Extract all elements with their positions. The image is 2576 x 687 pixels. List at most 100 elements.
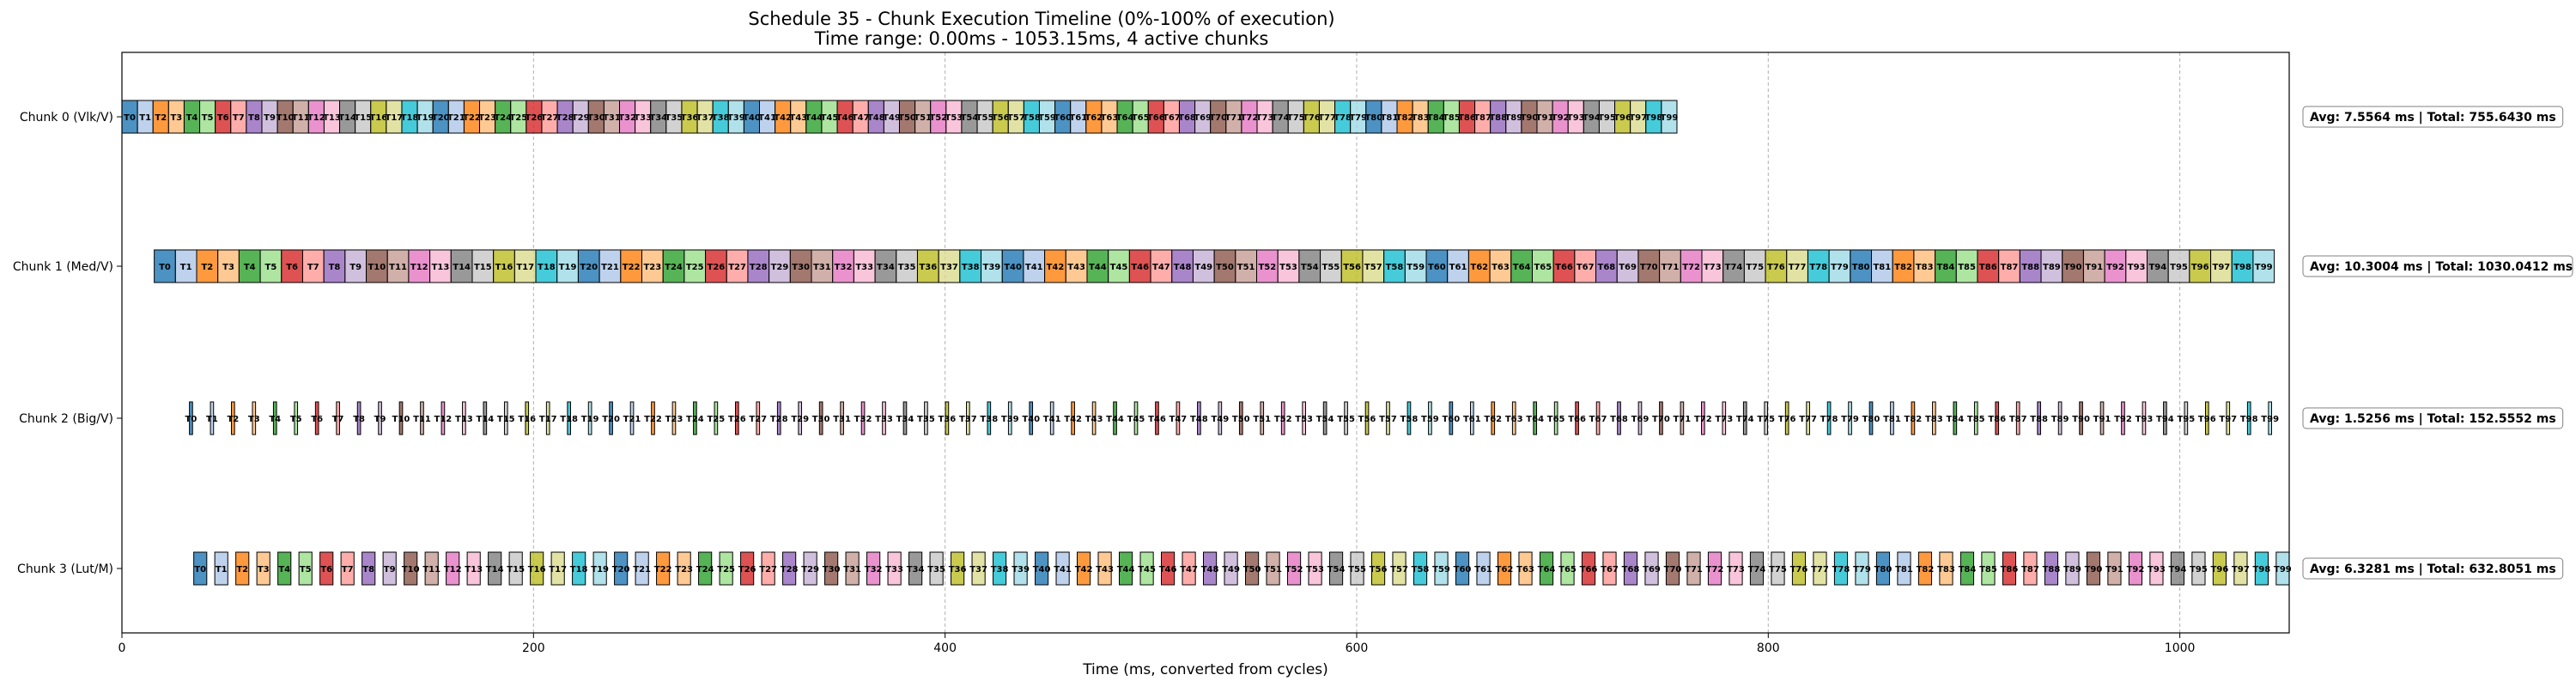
task-bar	[587, 401, 592, 435]
task-label: T33	[855, 263, 873, 272]
task-label: T60	[1054, 113, 1072, 123]
task-label: T39	[1001, 415, 1019, 424]
task-label: T20	[432, 113, 450, 123]
task-label: T73	[1256, 113, 1274, 123]
task-bar	[378, 401, 382, 435]
task-bar	[1049, 401, 1054, 435]
task-label: T56	[1370, 565, 1388, 575]
task-label: T4	[186, 113, 198, 123]
task-label: T14	[476, 415, 494, 424]
task-label: T89	[2063, 565, 2081, 575]
task-label: T67	[1601, 565, 1619, 575]
task-label: T7	[332, 415, 344, 424]
task-bar	[1722, 249, 1745, 283]
task-label: T2	[236, 565, 248, 575]
task-label: T62	[1496, 565, 1514, 575]
task-label: T43	[1085, 415, 1103, 424]
task-label: T98	[2240, 415, 2258, 424]
task-bar	[1616, 249, 1639, 283]
task-label: T28	[781, 565, 799, 575]
task-label: T46	[1148, 415, 1166, 424]
stats-text: Avg: 10.3004 ms | Total: 1030.0412 ms	[2310, 260, 2573, 274]
task-bar	[2099, 401, 2105, 435]
task-bar	[556, 249, 579, 283]
task-label: T73	[1727, 565, 1745, 575]
task-bar	[1553, 401, 1558, 435]
task-label: T55	[1322, 263, 1340, 272]
task-label: T95	[2170, 263, 2188, 272]
task-bar	[2128, 551, 2143, 586]
task-bar	[1897, 551, 1911, 586]
task-label: T87	[2009, 415, 2027, 424]
task-label: T16	[528, 565, 546, 575]
task-label: T16	[495, 263, 513, 272]
task-label: T92	[1552, 113, 1570, 123]
task-label: T78	[1820, 415, 1838, 424]
task-label: T59	[1406, 263, 1425, 272]
task-label: T38	[991, 565, 1009, 575]
stats-box: Avg: 7.5564 ms | Total: 755.6430 ms	[2302, 106, 2564, 128]
task-label: T14	[453, 263, 471, 272]
task-label: T86	[2001, 565, 2019, 575]
task-label: T30	[823, 565, 841, 575]
task-bar	[1155, 401, 1159, 435]
task-label: T51	[1264, 565, 1282, 575]
task-label: T22	[654, 565, 672, 575]
task-label: T59	[1038, 113, 1056, 123]
task-label: T78	[1832, 565, 1850, 575]
task-bar	[614, 551, 629, 586]
task-label: T36	[919, 263, 937, 272]
task-bar	[1139, 551, 1154, 586]
task-bar	[1308, 551, 1322, 586]
task-label: T53	[1279, 263, 1297, 272]
task-bar	[2210, 249, 2233, 283]
task-label: T63	[1101, 113, 1119, 123]
task-label: T67	[1163, 113, 1181, 123]
task-label: T5	[300, 565, 312, 575]
task-label: T31	[833, 415, 851, 424]
task-bar	[981, 249, 1003, 283]
task-bar	[929, 551, 944, 586]
task-label: T52	[929, 113, 947, 123]
task-label: T86	[1988, 415, 2006, 424]
task-label: T35	[898, 263, 916, 272]
task-label: T11	[292, 113, 310, 123]
task-label: T69	[1619, 263, 1637, 272]
task-label: T54	[961, 113, 979, 123]
task-label: T46	[1159, 565, 1177, 575]
task-label: T33	[634, 113, 652, 123]
task-label: T45	[821, 113, 839, 123]
task-label: T38	[980, 415, 998, 424]
task-bar	[210, 401, 215, 435]
task-label: T36	[681, 113, 699, 123]
task-label: T48	[1174, 263, 1192, 272]
task-label: T65	[1558, 565, 1577, 575]
task-label: T10	[368, 263, 386, 272]
task-bar	[2044, 551, 2059, 586]
task-bar	[1701, 401, 1705, 435]
task-bar	[1320, 249, 1342, 283]
task-bar	[361, 551, 376, 586]
task-bar	[2254, 551, 2269, 586]
task-label: T24	[665, 263, 683, 272]
task-bar	[2121, 401, 2125, 435]
task-label: T63	[1492, 263, 1510, 272]
task-label: T34	[896, 415, 914, 424]
task-label: T66	[1568, 415, 1586, 424]
task-label: T82	[1917, 565, 1935, 575]
task-label: T47	[852, 113, 870, 123]
task-label: T8	[248, 113, 260, 123]
task-bar	[1224, 551, 1238, 586]
task-label: T79	[1349, 113, 1367, 123]
task-bar	[193, 551, 208, 586]
task-bar	[525, 401, 530, 435]
task-label: T21	[623, 415, 641, 424]
task-bar	[1302, 401, 1306, 435]
task-label: T57	[1390, 565, 1408, 575]
task-label: T5	[290, 415, 302, 424]
task-label: T94	[2156, 415, 2174, 424]
task-label: T29	[801, 565, 819, 575]
task-label: T57	[1379, 415, 1397, 424]
task-bar	[635, 551, 649, 586]
